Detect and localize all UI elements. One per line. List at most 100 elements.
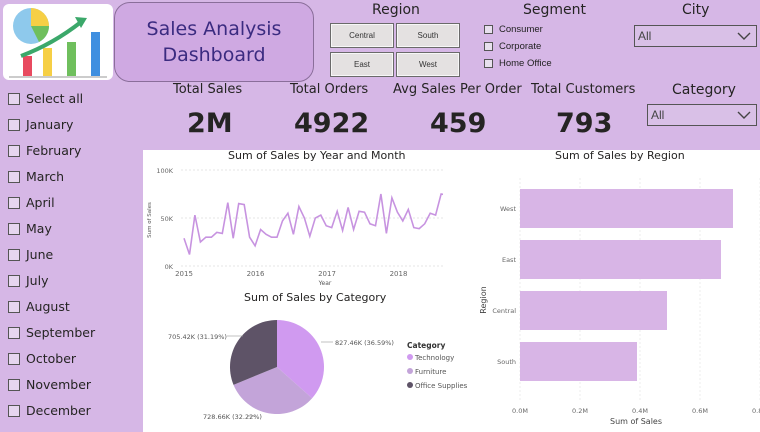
checkbox-icon[interactable]	[8, 352, 20, 365]
line-chart-title: Sum of Sales by Year and Month	[228, 149, 406, 162]
pie-slice-technology	[277, 320, 325, 399]
y-tick-label: 100K	[156, 167, 173, 175]
dashboard-title-text: Sales Analysis Dashboard	[146, 18, 282, 66]
month-option-label: October	[26, 351, 77, 366]
month-option-label: Select all	[26, 91, 84, 106]
month-option-december[interactable]: December	[8, 403, 91, 418]
x-tick-label: 0.6M	[692, 407, 708, 415]
bar-south	[520, 342, 637, 381]
kpi-total-orders-label: Total Orders	[290, 82, 369, 97]
month-option-label: March	[26, 169, 65, 184]
month-option-label: June	[26, 247, 54, 262]
month-option-june[interactable]: June	[8, 247, 53, 262]
x-axis-label: Year	[318, 280, 332, 287]
pie-data-label: 705.42K (31.19%)	[168, 333, 227, 341]
month-option-label: September	[26, 325, 96, 340]
y-tick-label: 50K	[160, 215, 173, 223]
region-button-west[interactable]: West	[396, 52, 460, 77]
x-tick-label: 2015	[175, 270, 193, 278]
checkbox-icon[interactable]	[8, 404, 20, 417]
x-tick-label: 2016	[247, 270, 265, 278]
kpi-avg-sales-value: 459	[430, 108, 487, 139]
y-tick-label: West	[500, 205, 516, 213]
checkbox-icon[interactable]	[8, 144, 20, 157]
month-option-march[interactable]: March	[8, 169, 64, 184]
legend-marker	[407, 382, 413, 388]
logo	[3, 4, 113, 80]
sales-line-series	[183, 193, 443, 255]
legend-title: Category	[407, 341, 445, 350]
y-axis-label: Sum of Sales	[147, 202, 153, 238]
legend-entry: Technology	[414, 354, 454, 362]
legend-entry: Office Supplies	[415, 382, 468, 390]
chevron-down-icon	[737, 32, 751, 40]
month-option-october[interactable]: October	[8, 351, 76, 366]
city-slicer-title: City	[682, 2, 710, 18]
pie-slice-furniture	[233, 367, 313, 415]
segment-option-consumer[interactable]: Consumer	[484, 24, 543, 35]
legend-marker	[407, 354, 413, 360]
month-option-april[interactable]: April	[8, 195, 55, 210]
checkbox-icon[interactable]	[8, 170, 20, 183]
pie-chart-title: Sum of Sales by Category	[244, 291, 387, 304]
checkbox-icon[interactable]	[8, 274, 20, 287]
bar-east	[520, 240, 721, 279]
month-option-label: January	[26, 117, 74, 132]
month-slicer	[0, 82, 143, 432]
month-option-label: February	[26, 143, 82, 158]
x-tick-label: 2018	[390, 270, 408, 278]
checkbox-icon[interactable]	[484, 25, 493, 34]
checkbox-icon[interactable]	[8, 248, 20, 261]
y-axis-label: Region	[479, 286, 488, 313]
kpi-total-sales-label: Total Sales	[173, 82, 243, 97]
segment-option-corporate[interactable]: Corporate	[484, 41, 541, 52]
y-tick-label: South	[497, 358, 516, 366]
segment-option-home-office[interactable]: Home Office	[484, 58, 552, 69]
pie-data-label: 728.66K (32.22%)	[203, 413, 262, 421]
region-button-south[interactable]: South	[396, 23, 460, 48]
checkbox-icon[interactable]	[484, 59, 493, 68]
category-dropdown[interactable]: All	[647, 104, 757, 126]
month-option-august[interactable]: August	[8, 299, 70, 314]
month-option-january[interactable]: January	[8, 117, 73, 132]
month-option-may[interactable]: May	[8, 221, 52, 236]
chevron-down-icon	[737, 111, 751, 119]
checkbox-icon[interactable]	[8, 300, 20, 313]
kpi-total-customers-value: 793	[556, 108, 613, 139]
line-chart: 0K 50K 100K 2015 2016 2017 2018 Year Sum of Sale…	[147, 167, 443, 287]
sales-chart-logo-icon	[9, 8, 107, 78]
city-dropdown-value: All	[638, 29, 652, 43]
month-option-september[interactable]: September	[8, 325, 95, 340]
month-option-select-all[interactable]: Select all	[8, 91, 83, 106]
checkbox-icon[interactable]	[8, 196, 20, 209]
legend-marker	[407, 368, 413, 374]
region-slicer-title: Region	[372, 2, 420, 18]
segment-option-label: Corporate	[499, 41, 542, 52]
segment-option-label: Consumer	[499, 24, 543, 35]
x-tick-label: 0.4M	[632, 407, 648, 415]
month-option-label: November	[26, 377, 92, 392]
checkbox-icon[interactable]	[8, 326, 20, 339]
month-option-february[interactable]: February	[8, 143, 81, 158]
category-dropdown-value: All	[651, 108, 665, 122]
x-tick-label: 0.2M	[572, 407, 588, 415]
month-option-november[interactable]: November	[8, 377, 91, 392]
kpi-total-sales-value: 2M	[187, 108, 233, 139]
y-tick-label: East	[502, 256, 516, 264]
checkbox-icon[interactable]	[8, 92, 20, 105]
dashboard-title: Sales Analysis Dashboard	[114, 2, 314, 82]
region-button-central[interactable]: Central	[330, 23, 394, 48]
segment-option-label: Home Office	[499, 58, 552, 69]
checkbox-icon[interactable]	[484, 42, 493, 51]
month-option-july[interactable]: July	[8, 273, 48, 288]
x-tick-label: 0.0M	[512, 407, 528, 415]
month-option-label: May	[26, 221, 52, 236]
checkbox-icon[interactable]	[8, 378, 20, 391]
city-dropdown[interactable]: All	[634, 25, 757, 47]
region-button-east[interactable]: East	[330, 52, 394, 77]
checkbox-icon[interactable]	[8, 118, 20, 131]
bar-chart-title: Sum of Sales by Region	[555, 149, 685, 162]
checkbox-icon[interactable]	[8, 222, 20, 235]
segment-slicer-title: Segment	[523, 2, 586, 18]
pie-data-label: 827.46K (36.59%)	[335, 339, 394, 347]
